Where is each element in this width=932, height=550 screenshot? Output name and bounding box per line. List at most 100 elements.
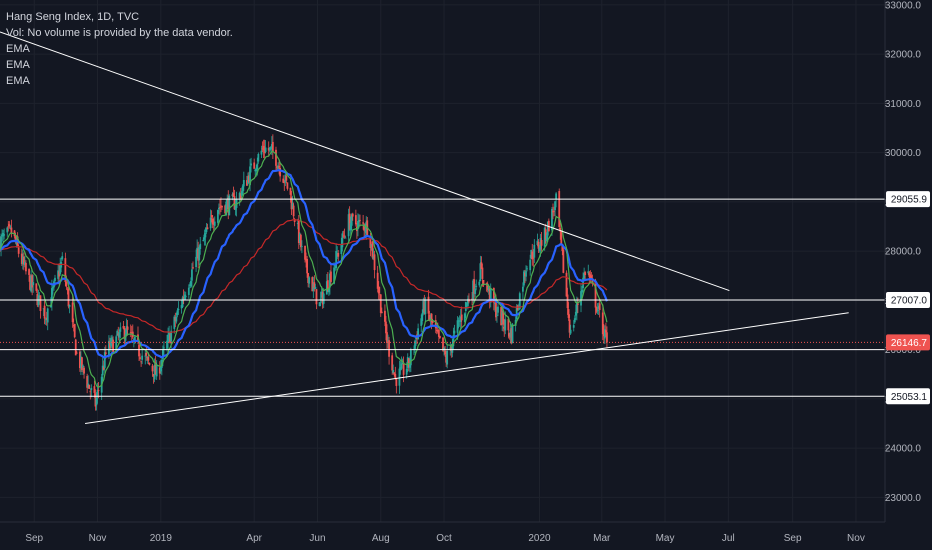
candle-body	[319, 299, 322, 300]
candle-body	[224, 205, 227, 214]
candle-body	[357, 221, 359, 230]
candle-body	[205, 227, 208, 233]
candle-body	[270, 144, 273, 150]
candle-body	[196, 247, 199, 259]
candle-body	[431, 321, 434, 324]
candle-body	[169, 334, 172, 344]
candle-body	[181, 297, 184, 308]
candle-body	[29, 275, 31, 290]
candle-body	[88, 384, 91, 389]
candle-body	[30, 275, 33, 292]
candle-body	[39, 295, 42, 311]
candle-body	[322, 293, 325, 304]
candle-body	[442, 337, 444, 351]
candle-body	[525, 271, 527, 277]
candle-body	[144, 355, 147, 357]
candle-body	[213, 221, 216, 226]
candle-body	[392, 370, 395, 374]
candle-body	[321, 292, 324, 305]
candle-body	[44, 319, 47, 321]
candle-body	[584, 272, 587, 275]
candle-body	[559, 228, 562, 232]
level-price-tag-text: 27007.0	[891, 296, 928, 307]
level-price-tag-text: 25053.1	[891, 392, 928, 403]
candle-body	[133, 336, 136, 342]
candle-body	[427, 296, 430, 314]
candle-body	[112, 339, 114, 352]
candle-body	[538, 247, 541, 252]
chart-legend: Hang Seng Index, 1D, TVC Vol: No volume …	[6, 9, 233, 89]
candle-body	[247, 176, 249, 184]
symbol-title[interactable]: Hang Seng Index, 1D, TVC	[6, 11, 140, 23]
level-price-tag: 29055.9	[886, 191, 930, 208]
candle-body	[369, 236, 372, 248]
ema-indicator-3[interactable]: EMA	[6, 75, 30, 87]
candle-body	[263, 147, 266, 153]
candle-body	[489, 288, 492, 303]
candle-body	[583, 273, 586, 279]
candle-body	[25, 262, 27, 272]
candle-body	[342, 235, 345, 237]
ema-slow-line	[0, 219, 608, 333]
candle-body	[595, 307, 598, 312]
candle-body	[264, 147, 267, 152]
candle-body	[384, 310, 386, 322]
candle-body	[14, 236, 17, 243]
candle-body	[340, 244, 343, 254]
candle-body	[17, 247, 20, 254]
candle-body	[407, 358, 410, 368]
candle-body	[96, 389, 99, 396]
candle-body	[161, 349, 164, 359]
candle-body	[152, 374, 155, 377]
candle-body	[486, 285, 489, 290]
candle-body	[122, 325, 125, 329]
time-axis-label: 2020	[528, 533, 551, 544]
candle-body	[459, 316, 462, 323]
candle-body	[522, 286, 524, 292]
candle-body	[93, 386, 96, 393]
candle-body	[395, 378, 398, 386]
candle-body	[82, 365, 84, 368]
candle-body	[275, 149, 277, 166]
ema-indicator-2[interactable]: EMA	[6, 59, 30, 71]
candle-body	[83, 367, 85, 374]
volume-note: Vol: No volume is provided by the data v…	[6, 27, 233, 39]
candle-body	[2, 233, 5, 237]
candle-body	[242, 180, 245, 187]
candle-body	[493, 302, 496, 304]
candle-body	[526, 268, 528, 270]
candle-body	[147, 356, 150, 361]
candle-body	[601, 312, 604, 335]
candle-body	[596, 309, 599, 311]
candle-body	[71, 302, 74, 323]
candle-body	[370, 244, 373, 248]
candle-body	[591, 278, 594, 284]
horizontal-levels	[0, 198, 885, 397]
candle-body	[391, 355, 394, 371]
candle-body	[479, 263, 482, 282]
candle-body	[104, 352, 107, 354]
candle-body	[117, 333, 120, 336]
current-price-tag-bg	[886, 334, 930, 351]
candle-body	[304, 245, 306, 260]
time-axis-panel[interactable]	[0, 522, 885, 550]
candle-body	[206, 227, 209, 230]
candle-body	[552, 210, 554, 213]
time-axis-label: Jul	[722, 533, 735, 544]
ema-indicator-1[interactable]: EMA	[6, 43, 30, 55]
candle-body	[177, 308, 180, 311]
candle-body	[276, 166, 278, 168]
candle-body	[554, 201, 556, 211]
candle-body	[183, 294, 186, 300]
candle-body	[507, 318, 510, 331]
candle-body	[358, 219, 360, 223]
price-axis-panel[interactable]	[885, 0, 932, 550]
time-axis-label: Sep	[25, 533, 43, 544]
candle-body	[195, 256, 197, 268]
candle-body	[175, 316, 178, 322]
candle-body	[371, 241, 374, 258]
candle-body	[234, 205, 237, 210]
trendline	[0, 31, 730, 292]
candle-body	[111, 337, 113, 341]
